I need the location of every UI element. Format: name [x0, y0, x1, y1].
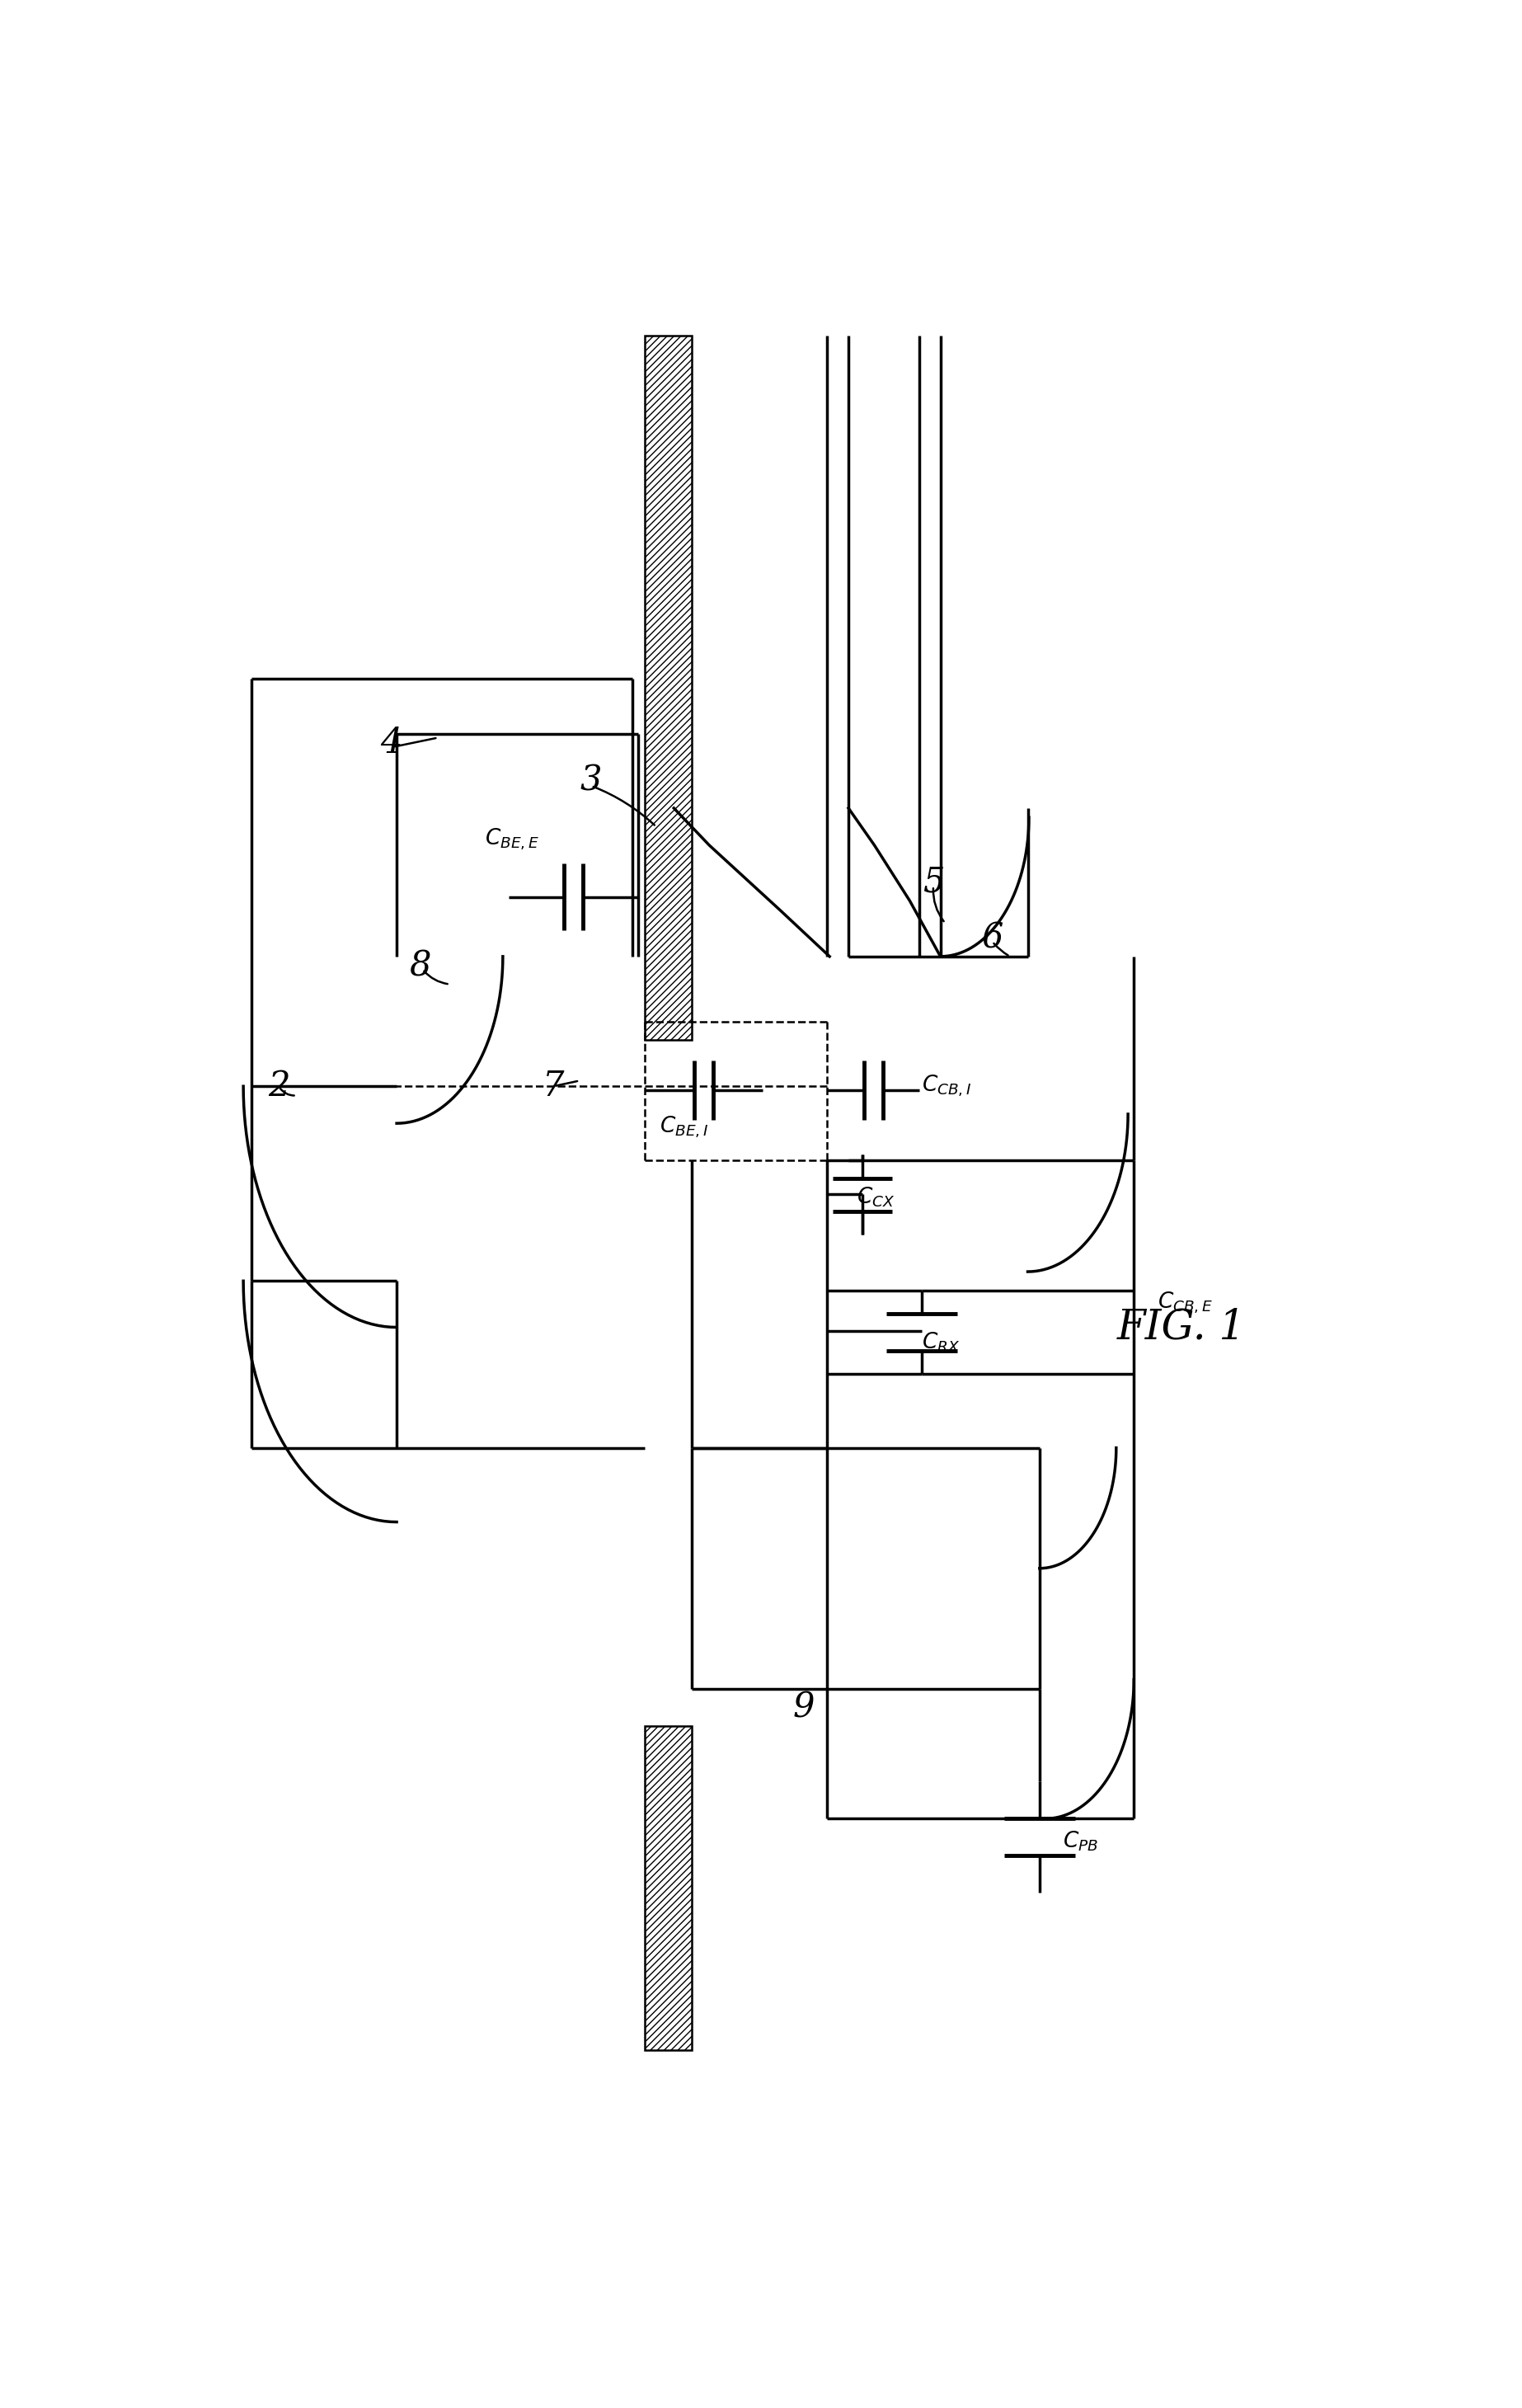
Text: 5: 5 [922, 864, 944, 901]
Text: 8: 8 [409, 949, 431, 982]
Text: $C_{PB}$: $C_{PB}$ [1062, 1830, 1099, 1852]
Text: 3: 3 [580, 763, 603, 797]
Bar [644, 1727, 691, 2052]
Text: 4: 4 [380, 725, 402, 761]
Text: 9: 9 [793, 1690, 814, 1724]
Text: FIG. 1: FIG. 1 [1117, 1308, 1245, 1348]
Text: 7: 7 [543, 1069, 565, 1103]
Text: $C_{BE,E}$: $C_{BE,E}$ [486, 826, 539, 852]
Bar [644, 335, 691, 1040]
Text: $C_{BE,I}$: $C_{BE,I}$ [659, 1115, 709, 1139]
Text: 2: 2 [268, 1069, 289, 1103]
Text: $C_{CX}$: $C_{CX}$ [857, 1185, 895, 1209]
Text: $C_{CB,E}$: $C_{CB,E}$ [1157, 1291, 1213, 1315]
Text: 6: 6 [982, 920, 1003, 956]
Text: $C_{RX}$: $C_{RX}$ [922, 1329, 960, 1353]
Text: $C_{CB,I}$: $C_{CB,I}$ [922, 1074, 971, 1098]
